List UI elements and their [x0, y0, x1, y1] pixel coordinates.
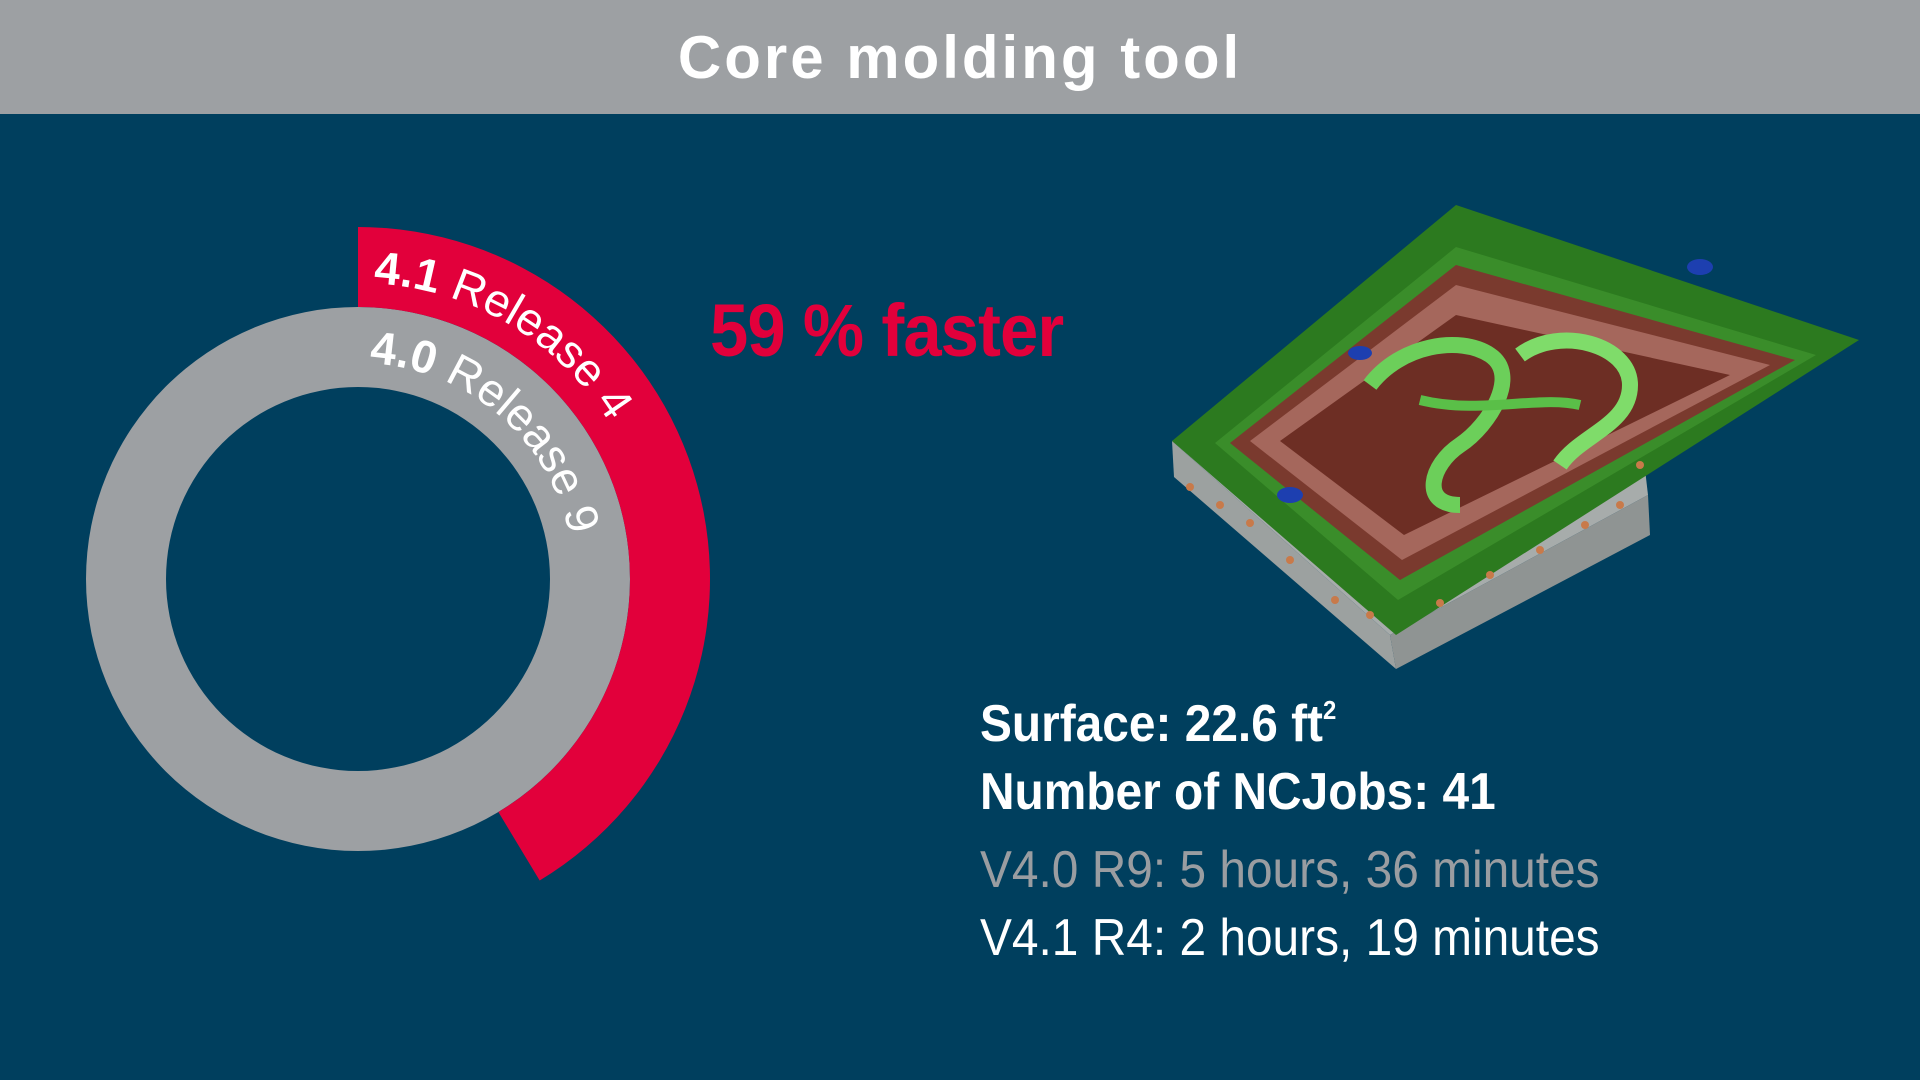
- page-title: Core molding tool: [677, 23, 1243, 91]
- surface-label: Surface: 22.6 ft: [980, 695, 1323, 753]
- radial-bar-4-0: [86, 307, 630, 851]
- stats-block: Surface: 22.6 ft2 Number of NCJobs: 41: [980, 676, 1496, 826]
- speedup-headline: 59 % faster: [710, 289, 1064, 372]
- surface-unit-superscript: 2: [1322, 695, 1337, 725]
- ncjobs-stat: Number of NCJobs: 41: [980, 763, 1496, 821]
- new-version-time: V4.1 R4: 2 hours, 19 minutes: [980, 909, 1600, 967]
- title-bar: Core molding tool: [0, 0, 1920, 114]
- core-molding-tool-3d-part-icon: [1172, 205, 1859, 669]
- radial-bar-4-1: [358, 227, 711, 881]
- surface-stat: Surface: 22.6 ft2: [980, 676, 1496, 758]
- radial-comparison-chart: 4.0 Release 94.1 Release 4: [86, 227, 711, 881]
- timing-block: V4.0 R9: 5 hours, 36 minutes V4.1 R4: 2 …: [980, 836, 1600, 972]
- old-version-time: V4.0 R9: 5 hours, 36 minutes: [980, 841, 1600, 899]
